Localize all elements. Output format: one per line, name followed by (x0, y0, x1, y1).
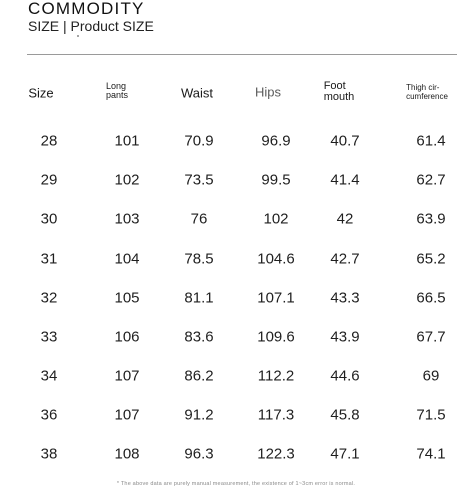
size-cell: 31 (40, 250, 58, 268)
long-pants-cell: 103 (114, 210, 140, 228)
thigh-cell: 67.7 (416, 328, 446, 346)
long-pants-cell: 101 (114, 132, 140, 150)
thigh-cell: 63.9 (416, 210, 446, 228)
decorative-dot (77, 35, 79, 37)
long-pants-cell: 106 (114, 328, 140, 346)
column-header-size: Size (28, 85, 54, 101)
long-pants-cell: 105 (114, 289, 140, 307)
foot-mouth-cell: 45.8 (330, 406, 360, 424)
foot-mouth-cell: 43.3 (330, 289, 360, 307)
hips-cell: 109.6 (257, 328, 295, 346)
page-title: COMMODITY (28, 0, 145, 18)
waist-cell: 73.5 (184, 171, 214, 189)
hips-cell: 102 (263, 210, 289, 228)
thigh-cell: 71.5 (416, 406, 446, 424)
size-cell: 28 (40, 132, 58, 150)
thigh-cell: 62.7 (416, 171, 446, 189)
column-header-foot-mouth: Foot mouth (324, 81, 355, 103)
waist-cell: 91.2 (184, 406, 214, 424)
size-cell: 30 (40, 210, 58, 228)
size-cell: 36 (40, 406, 58, 424)
column-header-waist: Waist (180, 85, 214, 101)
long-pants-cell: 102 (114, 171, 140, 189)
size-cell: 29 (40, 171, 58, 189)
page-subtitle: SIZE | Product SIZE (28, 18, 154, 34)
hips-cell: 96.9 (261, 132, 291, 150)
foot-mouth-cell: 40.7 (330, 132, 360, 150)
hips-cell: 122.3 (257, 445, 295, 463)
hips-cell: 99.5 (261, 171, 291, 189)
thigh-cell: 66.5 (416, 289, 446, 307)
size-cell: 38 (40, 445, 58, 463)
waist-cell: 86.2 (184, 367, 214, 385)
long-pants-cell: 104 (114, 250, 140, 268)
foot-mouth-cell: 44.6 (330, 367, 360, 385)
column-header-foot-mouth-line1: Foot (323, 80, 346, 92)
column-header-long-pants-line1: Long (105, 81, 127, 91)
hips-cell: 117.3 (257, 406, 295, 424)
long-pants-cell: 107 (114, 367, 140, 385)
hips-cell: 104.6 (257, 250, 295, 268)
thigh-cell: 74.1 (416, 445, 446, 463)
hips-cell: 112.2 (257, 367, 295, 385)
hips-cell: 107.1 (257, 289, 295, 307)
waist-cell: 78.5 (184, 250, 214, 268)
waist-cell: 83.6 (184, 328, 214, 346)
size-cell: 32 (40, 289, 58, 307)
waist-cell: 76 (190, 210, 208, 228)
size-cell: 34 (40, 367, 58, 385)
column-header-thigh-line1: Thigh cir- (406, 83, 440, 92)
column-header-hips: Hips (254, 84, 282, 100)
size-cell: 33 (40, 328, 58, 346)
thigh-cell: 61.4 (416, 132, 446, 150)
column-header-long-pants: Long pants (106, 82, 128, 100)
column-header-thigh-circumference: Thigh cir- cumference (406, 83, 448, 101)
long-pants-cell: 108 (114, 445, 140, 463)
column-header-thigh-line2: cumference (406, 92, 448, 101)
thigh-cell: 65.2 (416, 250, 446, 268)
foot-mouth-cell: 43.9 (330, 328, 360, 346)
foot-mouth-cell: 47.1 (330, 445, 360, 463)
waist-cell: 70.9 (184, 132, 214, 150)
foot-mouth-cell: 42 (336, 210, 354, 228)
measurement-footnote: * The above data are purely manual measu… (116, 481, 356, 487)
thigh-cell: 69 (422, 367, 440, 385)
foot-mouth-cell: 42.7 (330, 250, 360, 268)
column-header-long-pants-line2: pants (105, 90, 129, 100)
foot-mouth-cell: 41.4 (330, 171, 360, 189)
header-divider (27, 54, 457, 55)
long-pants-cell: 107 (114, 406, 140, 424)
waist-cell: 96.3 (184, 445, 214, 463)
column-header-foot-mouth-line2: mouth (323, 91, 355, 103)
waist-cell: 81.1 (184, 289, 214, 307)
